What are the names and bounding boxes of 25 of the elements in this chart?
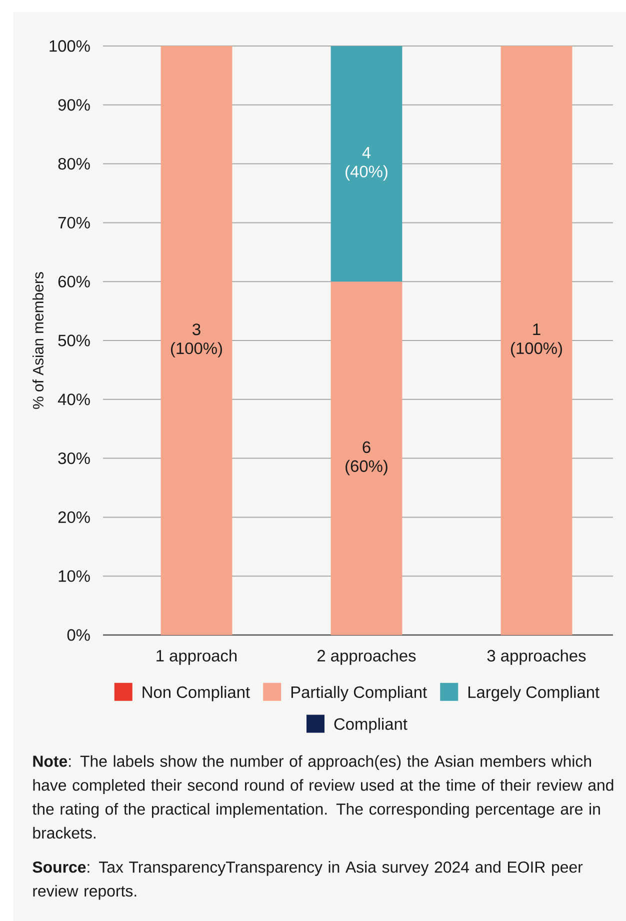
text: Note: The labels show the number of approach(es) the Asian members which have completed their second round of review used at the time of their review and the rating of the practical implementation. The corresponding percentage are in brackets. bbox=[32, 755, 614, 839]
y-tick-label: 50% bbox=[58, 334, 90, 346]
legend-label: Non Compliant bbox=[142, 686, 250, 702]
y-tick-label: 100% bbox=[50, 40, 90, 52]
y-axis-title: % of Asian members bbox=[32, 272, 44, 409]
y-tick-label: 90% bbox=[58, 99, 90, 111]
x-tick-label: 1 approach bbox=[156, 650, 237, 665]
legend-label: Largely Compliant bbox=[468, 686, 600, 702]
data-label: 6 (60%) bbox=[346, 441, 388, 476]
data-label: 3 (100%) bbox=[171, 324, 222, 358]
x-tick-label: 3 approaches bbox=[487, 650, 586, 665]
y-tick-label: 80% bbox=[58, 158, 90, 170]
y-tick-label: 70% bbox=[58, 216, 90, 229]
y-tick-label: 30% bbox=[58, 452, 90, 464]
y-tick-label: 0% bbox=[67, 629, 90, 641]
y-tick-label: 40% bbox=[58, 394, 90, 406]
legend-label: Partially Compliant bbox=[291, 686, 427, 702]
y-tick-label: 20% bbox=[58, 511, 90, 524]
legend-label: Compliant bbox=[334, 718, 408, 734]
data-label: 4 (40%) bbox=[346, 146, 388, 181]
x-tick-label: 2 approaches bbox=[318, 650, 416, 665]
y-tick-label: 60% bbox=[58, 276, 90, 288]
text: Source: Tax TransparencyTransparency in Asia survey 2024 and EOIR peer review reports. bbox=[32, 861, 583, 900]
data-label: 1 (100%) bbox=[511, 324, 562, 358]
y-tick-label: 10% bbox=[58, 570, 90, 582]
